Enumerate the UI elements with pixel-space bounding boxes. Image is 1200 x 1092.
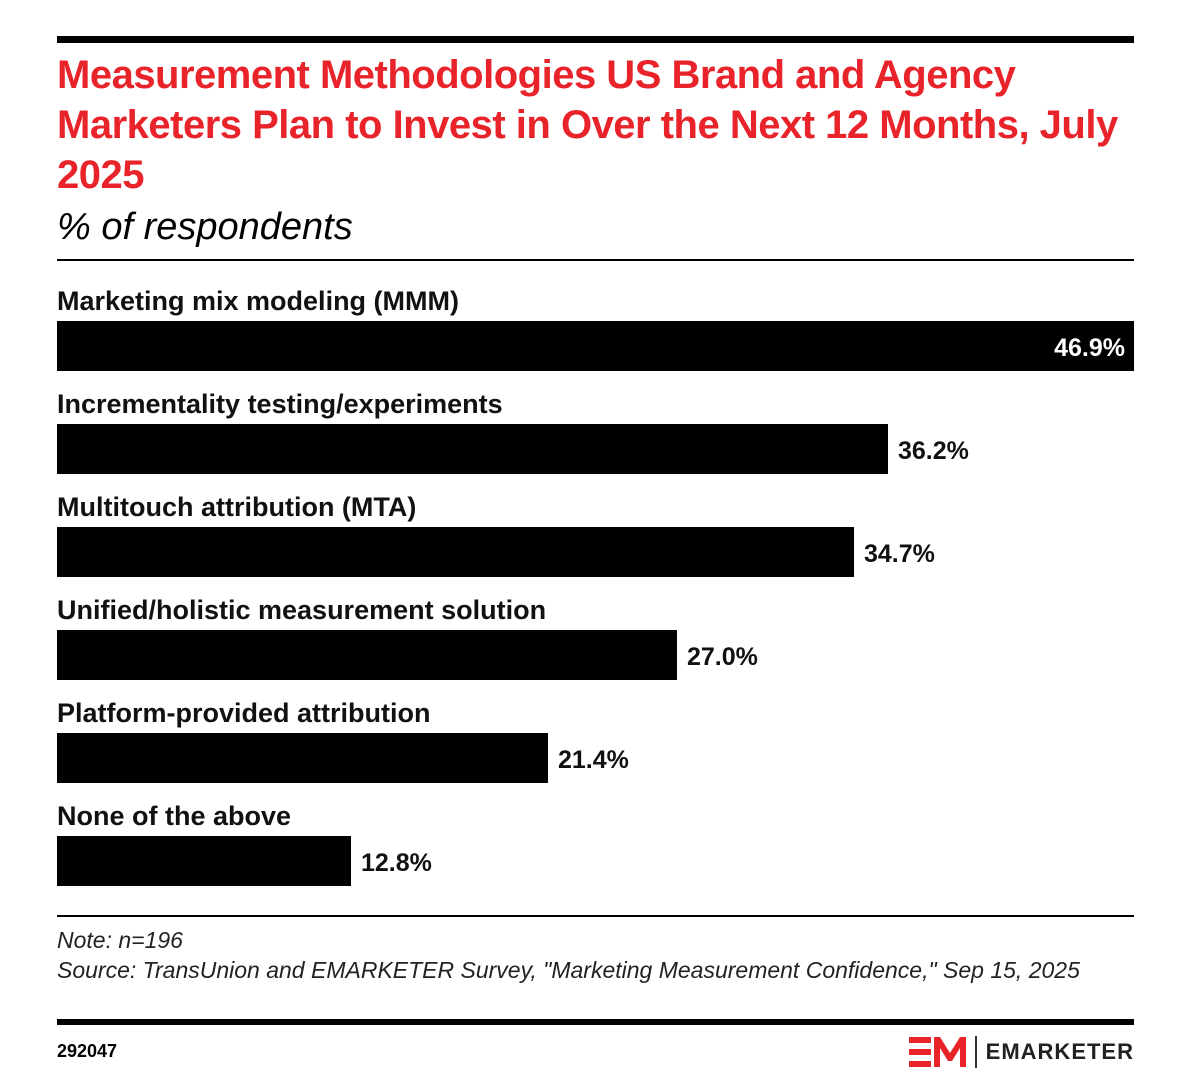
bar — [57, 321, 1134, 371]
brand-logo[interactable]: EMARKETER — [908, 1035, 1134, 1069]
value-label: 46.9% — [1054, 334, 1125, 362]
category-label: Multitouch attribution (MTA) — [57, 492, 416, 522]
bar — [57, 424, 888, 474]
chart-subtitle: % of respondents — [57, 206, 353, 248]
top-rule — [57, 36, 1134, 43]
em-logo-icon — [908, 1037, 966, 1067]
category-label: Unified/holistic measurement solution — [57, 595, 546, 625]
chart-title: Measurement Methodologies US Brand and A… — [57, 53, 1118, 197]
chart-note: Note: n=196 — [57, 927, 183, 953]
value-label: 21.4% — [558, 746, 629, 774]
chart-id: 292047 — [57, 1041, 118, 1061]
note-rule — [57, 915, 1134, 917]
value-label: 27.0% — [687, 643, 758, 671]
bar — [57, 836, 351, 886]
category-label: None of the above — [57, 801, 291, 831]
bottom-rule — [57, 1019, 1134, 1025]
chart-source: Source: TransUnion and EMARKETER Survey,… — [57, 957, 1080, 983]
bar-chart: Marketing mix modeling (MMM) 46.9% Increme… — [57, 286, 1134, 886]
category-label: Platform-provided attribution — [57, 698, 431, 728]
subtitle-rule — [57, 259, 1134, 261]
value-label: 34.7% — [864, 540, 935, 568]
value-label: 12.8% — [361, 849, 432, 877]
brand-name: EMARKETER — [985, 1039, 1134, 1064]
category-label: Incrementality testing/experiments — [57, 389, 503, 419]
bar — [57, 527, 854, 577]
bar — [57, 733, 548, 783]
bar — [57, 630, 677, 680]
brand-separator — [974, 1036, 977, 1068]
value-label: 36.2% — [898, 437, 969, 465]
category-label: Marketing mix modeling (MMM) — [57, 286, 459, 316]
